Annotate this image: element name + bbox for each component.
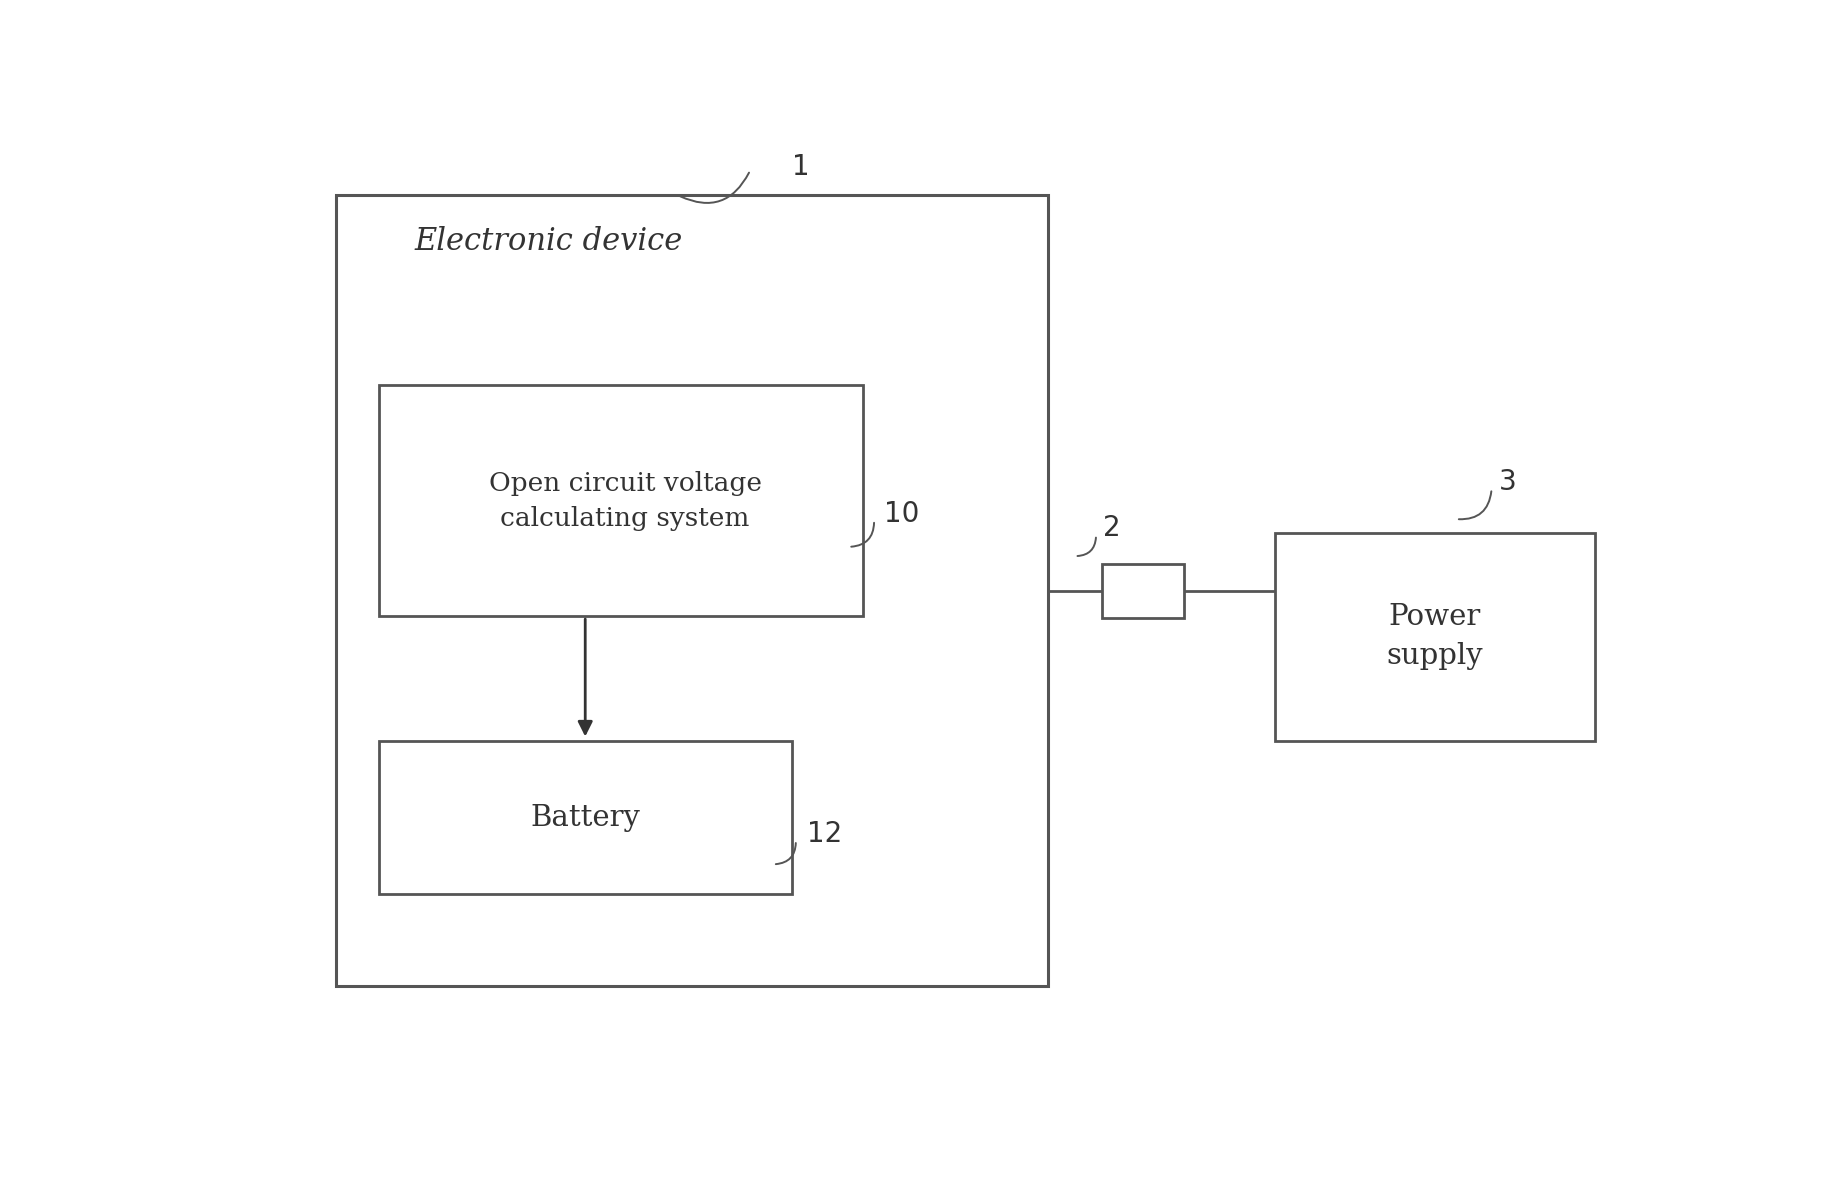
Bar: [336, 195, 1048, 987]
Bar: [378, 385, 863, 617]
Text: Battery: Battery: [531, 804, 641, 832]
Text: 12: 12: [808, 820, 843, 847]
Bar: [1102, 565, 1184, 618]
Text: Power
supply: Power supply: [1386, 603, 1483, 671]
Text: 10: 10: [885, 500, 920, 529]
Text: 3: 3: [1498, 468, 1517, 496]
Text: 2: 2: [1103, 514, 1120, 542]
Bar: [378, 742, 791, 894]
Text: Electronic device: Electronic device: [415, 226, 683, 257]
Text: Open circuit voltage
calculating system: Open circuit voltage calculating system: [488, 470, 762, 530]
Text: 1: 1: [791, 154, 810, 182]
Bar: [1276, 532, 1595, 742]
